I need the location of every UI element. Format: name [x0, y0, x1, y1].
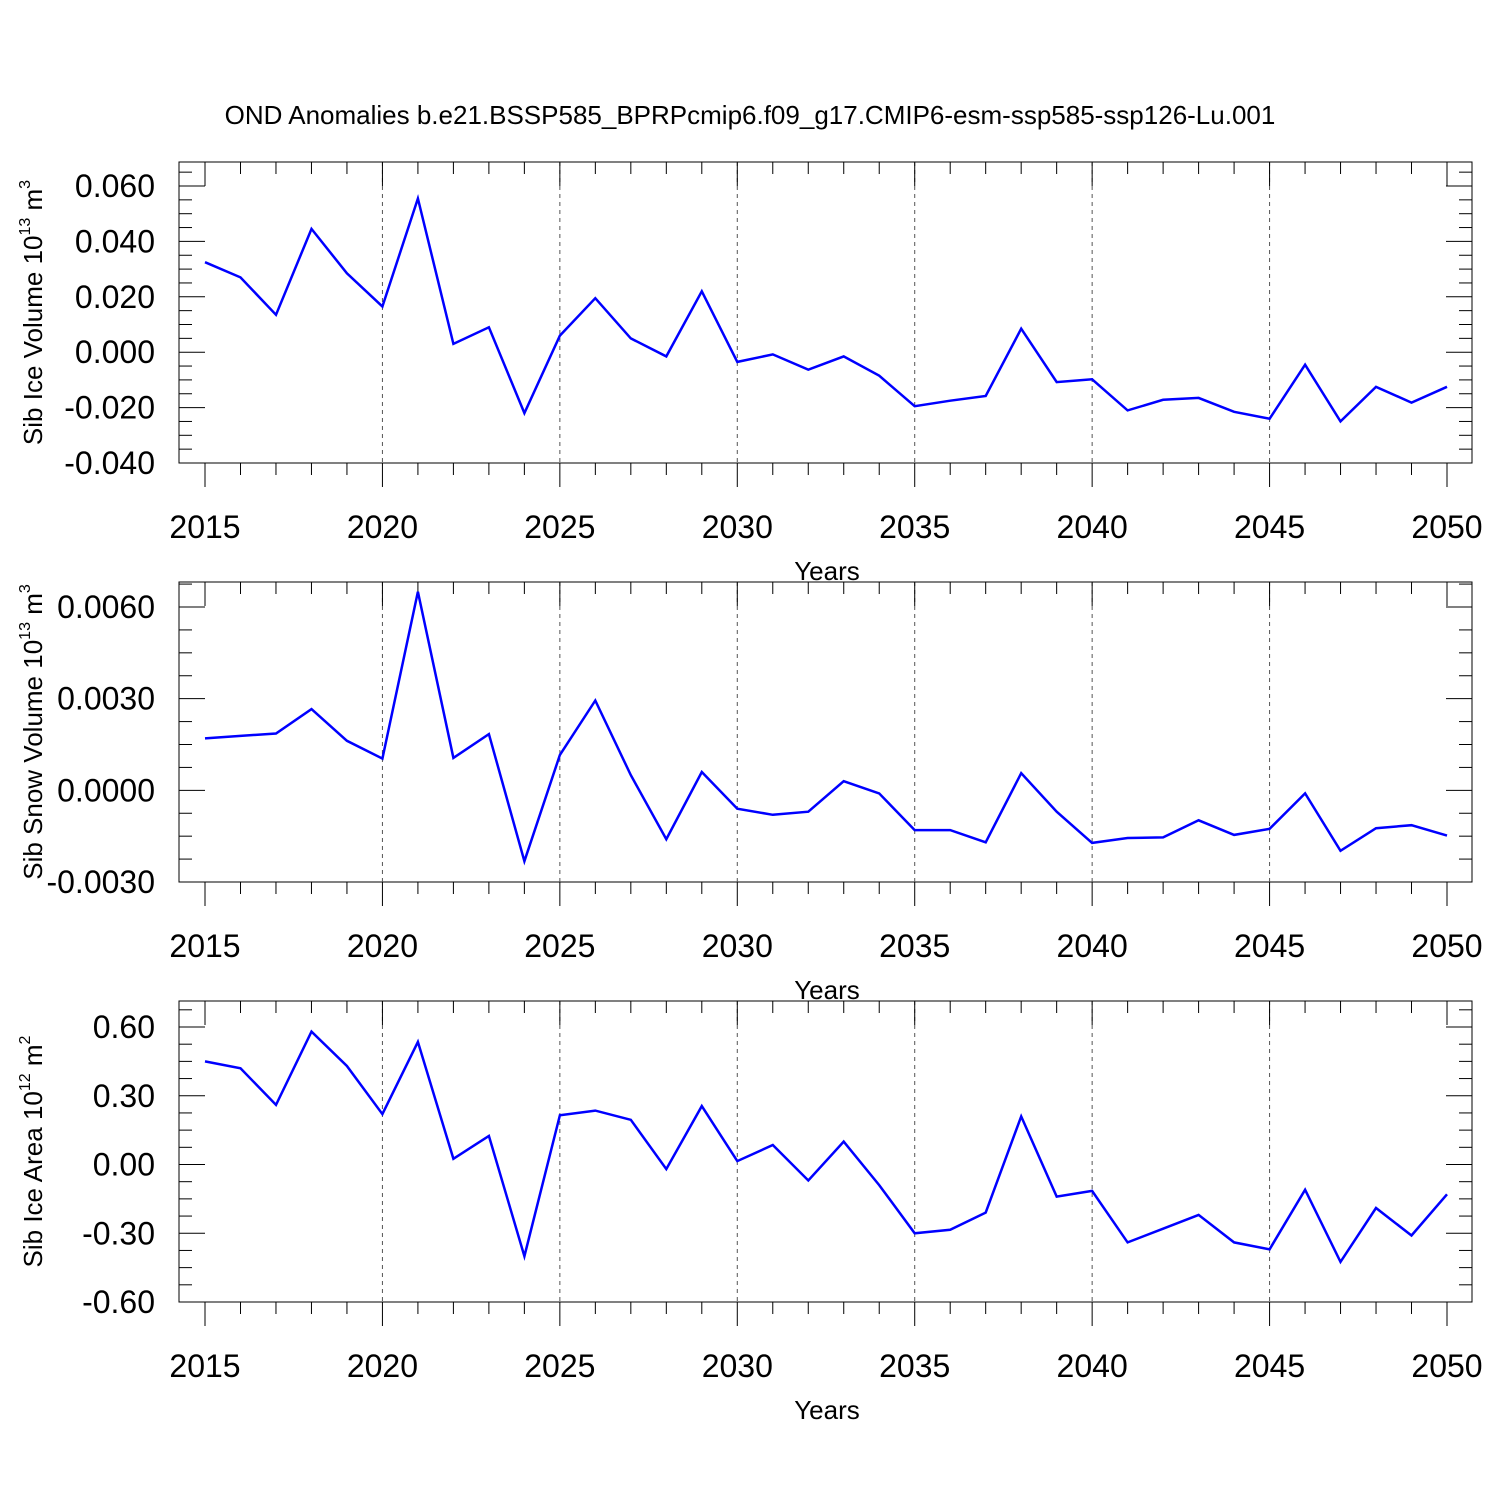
- series-line: [204, 591, 1448, 866]
- y-tick-label: 0.000: [75, 334, 155, 370]
- y-tick-label: 0.60: [93, 1009, 155, 1045]
- x-tick-label: 2015: [169, 928, 240, 964]
- x-tick-label: 2045: [1234, 928, 1305, 964]
- x-tick-label: 2035: [879, 928, 950, 964]
- x-tick-label: 2050: [1411, 928, 1482, 964]
- plot-frame: [178, 1000, 1473, 1303]
- y-axis-label-unit: m: [18, 1044, 48, 1073]
- y-tick-label: 0.060: [75, 168, 155, 204]
- y-axis-label: Sib Ice Area 1012 m2: [17, 1035, 48, 1267]
- y-axis-label: Sib Ice Volume 1013 m3: [17, 180, 48, 445]
- y-tick-label: -0.0030: [46, 864, 155, 900]
- y-axis-label-unit-exponent: 3: [17, 180, 34, 189]
- x-axis-label: Years: [794, 1395, 860, 1425]
- y-axis-label-unit-exponent: 2: [17, 1035, 34, 1044]
- x-tick-label: 2050: [1411, 509, 1482, 545]
- y-tick-label: 0.020: [75, 279, 155, 315]
- y-tick-label: 0.0060: [57, 589, 155, 625]
- x-tick-label: 2045: [1234, 509, 1305, 545]
- y-axis-label-exponent: 13: [17, 622, 34, 640]
- figure-title: OND Anomalies b.e21.BSSP585_BPRPcmip6.f0…: [225, 100, 1276, 130]
- x-axis-label: Years: [794, 556, 860, 586]
- x-tick-label: 2030: [702, 928, 773, 964]
- series-line: [204, 193, 1448, 424]
- x-tick-label: 2030: [702, 509, 773, 545]
- x-tick-label: 2050: [1411, 1348, 1482, 1384]
- x-tick-label: 2030: [702, 1348, 773, 1384]
- y-axis-label: Sib Snow Volume 1013 m3: [17, 584, 48, 880]
- y-axis-label-unit: m: [18, 189, 48, 218]
- y-axis-label-exponent: 13: [17, 218, 34, 236]
- x-tick-label: 2040: [1057, 928, 1128, 964]
- x-tick-label: 2015: [169, 1348, 240, 1384]
- x-tick-label: 2040: [1057, 509, 1128, 545]
- x-tick-label: 2035: [879, 509, 950, 545]
- chart-panel-3: 2015 2020 2025 2030 2035 2040 2045 2050 0.60 0.30…: [17, 1000, 1483, 1425]
- panels: 2015 2020 2025 2030 2035 2040 2045 2050 0.060 0.0…: [17, 161, 1483, 1425]
- y-axis-label-unit-exponent: 3: [17, 584, 34, 593]
- x-tick-label: 2025: [524, 509, 595, 545]
- y-tick-label: 0.0000: [57, 772, 155, 808]
- x-tick-label: 2040: [1057, 1348, 1128, 1384]
- x-tick-label: 2035: [879, 1348, 950, 1384]
- y-tick-label: -0.30: [82, 1215, 155, 1251]
- series-line: [204, 1029, 1448, 1265]
- chart-panel-2: 2015 2020 2025 2030 2035 2040 2045 2050 0.0060 0.…: [17, 581, 1483, 1005]
- y-tick-label: 0.30: [93, 1078, 155, 1114]
- y-axis-label-text: Sib Snow Volume 10: [18, 640, 48, 880]
- x-tick-label: 2020: [347, 509, 418, 545]
- plot-frame: [178, 581, 1473, 883]
- x-tick-label: 2025: [524, 1348, 595, 1384]
- y-tick-label: -0.040: [64, 445, 155, 481]
- y-tick-label: 0.00: [93, 1147, 155, 1183]
- x-tick-label: 2020: [347, 928, 418, 964]
- y-axis-label-text: Sib Ice Area 10: [18, 1091, 48, 1267]
- y-tick-label: -0.020: [64, 390, 155, 426]
- x-tick-label: 2020: [347, 1348, 418, 1384]
- y-axis-label-text: Sib Ice Volume 10: [18, 236, 48, 446]
- plot-frame: [178, 161, 1473, 464]
- y-tick-label: -0.60: [82, 1284, 155, 1320]
- y-axis-label-unit: m: [18, 593, 48, 622]
- x-tick-label: 2015: [169, 509, 240, 545]
- y-tick-label: 0.040: [75, 223, 155, 259]
- y-tick-label: 0.0030: [57, 681, 155, 717]
- x-tick-label: 2045: [1234, 1348, 1305, 1384]
- y-axis-label-exponent: 12: [17, 1073, 34, 1091]
- x-axis-label: Years: [794, 975, 860, 1005]
- x-tick-label: 2025: [524, 928, 595, 964]
- chart-panel-1: 2015 2020 2025 2030 2035 2040 2045 2050 0.060 0.0…: [17, 161, 1483, 586]
